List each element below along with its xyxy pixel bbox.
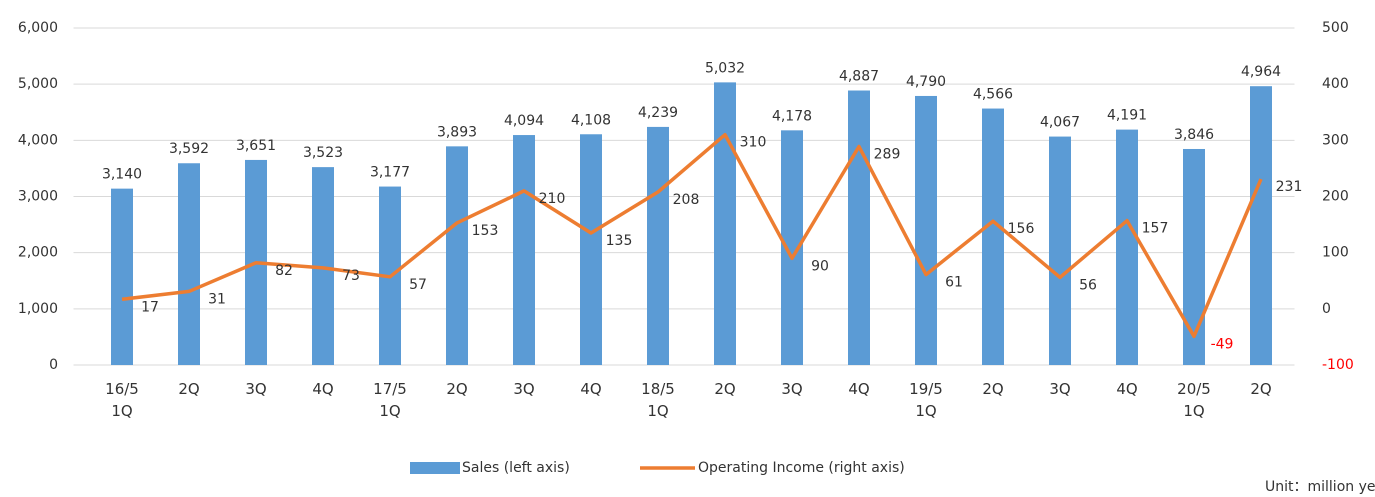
line-value-label: 208 xyxy=(673,192,700,208)
line-value-label: 135 xyxy=(606,233,633,249)
line-value-label: 157 xyxy=(1142,221,1169,237)
y2-tick-label: 200 xyxy=(1322,189,1349,205)
legend-swatch xyxy=(410,462,460,474)
bar xyxy=(915,95,937,365)
bar-value-label: 4,191 xyxy=(1107,108,1147,124)
x-tick-label: 17/5 1Q xyxy=(373,380,407,420)
bar xyxy=(714,82,736,366)
x-tick-label: 3Q xyxy=(513,380,535,398)
x-tick-label: 3Q xyxy=(781,380,803,398)
x-tick-label: 19/5 1Q xyxy=(909,380,943,420)
bar xyxy=(446,146,468,365)
line-value-label: 310 xyxy=(740,135,767,151)
x-tick-label: 4Q xyxy=(1116,380,1138,398)
y2-tick-label: 500 xyxy=(1322,20,1349,36)
y-tick-label: 3,000 xyxy=(18,189,58,205)
bar-value-label: 4,239 xyxy=(638,105,678,121)
y2-tick-label: 100 xyxy=(1322,245,1349,261)
bar xyxy=(982,108,1004,365)
line xyxy=(121,132,1263,339)
bar xyxy=(1049,136,1071,365)
line-value-label: -49 xyxy=(1211,336,1234,352)
x-tick-label: 3Q xyxy=(245,380,267,398)
bar-value-label: 4,108 xyxy=(571,112,611,128)
x-tick-label: 16/5 1Q xyxy=(105,380,139,420)
y-tick-label: 5,000 xyxy=(18,76,58,92)
x-tick-label: 2Q xyxy=(178,380,200,398)
y-tick-label: 2,000 xyxy=(18,245,58,261)
bar xyxy=(312,167,334,365)
bar-value-label: 4,067 xyxy=(1040,115,1080,131)
bar xyxy=(781,130,803,365)
y2-tick-label: 0 xyxy=(1322,301,1331,317)
y-tick-label: 0 xyxy=(49,357,58,373)
legend-label: Operating Income (right axis) xyxy=(698,460,905,476)
x-tick-label: 20/5 1Q xyxy=(1177,380,1211,420)
bar-value-label: 3,846 xyxy=(1174,127,1214,143)
y2-tick-label: 300 xyxy=(1322,132,1349,148)
line-value-label: 73 xyxy=(342,268,360,284)
bar-value-label: 3,893 xyxy=(437,124,477,140)
line-value-label: 31 xyxy=(208,291,226,307)
bar-value-label: 4,790 xyxy=(906,74,946,90)
bar-value-label: 5,032 xyxy=(705,60,745,76)
x-tick-label: 2Q xyxy=(446,380,468,398)
line-value-label: 82 xyxy=(275,263,293,279)
line-value-label: 289 xyxy=(874,147,901,163)
y-tick-label: 4,000 xyxy=(18,132,58,148)
y-tick-label: 6,000 xyxy=(18,20,58,36)
line-value-label: 210 xyxy=(539,191,566,207)
bar xyxy=(1116,129,1138,365)
bar-value-label: 3,523 xyxy=(303,145,343,161)
x-tick-label: 2Q xyxy=(714,380,736,398)
bar xyxy=(580,134,602,365)
x-tick-label: 3Q xyxy=(1049,380,1071,398)
bar xyxy=(513,135,535,365)
line-value-label: 57 xyxy=(409,277,427,293)
y2-tick-label: -100 xyxy=(1322,357,1354,373)
bar xyxy=(848,90,870,366)
bar-value-label: 3,140 xyxy=(102,167,142,183)
line-value-label: 153 xyxy=(472,223,499,239)
bar-value-label: 4,887 xyxy=(839,69,879,85)
line-value-label: 231 xyxy=(1276,179,1303,195)
bar-value-label: 4,566 xyxy=(973,87,1013,103)
bar xyxy=(111,188,133,365)
bar xyxy=(647,126,669,365)
bar xyxy=(1250,86,1272,366)
bar-value-label: 4,964 xyxy=(1241,64,1281,80)
y2-tick-label: 400 xyxy=(1322,76,1349,92)
line-value-label: 90 xyxy=(811,258,829,274)
bar-value-label: 3,177 xyxy=(370,165,410,181)
line-value-label: 156 xyxy=(1008,221,1035,237)
line-value-label: 61 xyxy=(945,275,963,291)
x-tick-label: 4Q xyxy=(312,380,334,398)
x-tick-label: 4Q xyxy=(580,380,602,398)
x-tick-label: 2Q xyxy=(982,380,1004,398)
y-tick-label: 1,000 xyxy=(18,301,58,317)
bar-value-label: 4,178 xyxy=(772,108,812,124)
legend-label: Sales (left axis) xyxy=(462,460,570,476)
line-value-label: 56 xyxy=(1079,277,1097,293)
x-tick-label: 2Q xyxy=(1250,380,1272,398)
unit-note: Unit：million yen xyxy=(1265,479,1375,495)
line-value-label: 17 xyxy=(141,299,159,315)
bar-value-label: 4,094 xyxy=(504,113,544,129)
bar-value-label: 3,651 xyxy=(236,138,276,154)
bar xyxy=(1183,148,1205,365)
x-tick-label: 4Q xyxy=(848,380,870,398)
bar xyxy=(178,163,200,365)
x-tick-label: 18/5 1Q xyxy=(641,380,675,420)
bar-value-label: 3,592 xyxy=(169,141,209,157)
